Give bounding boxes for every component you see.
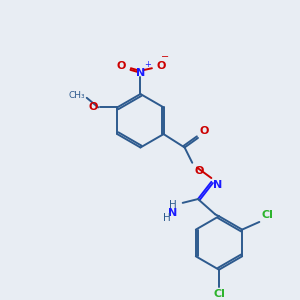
Text: O: O	[157, 61, 166, 71]
Text: N: N	[213, 180, 223, 190]
Text: O: O	[194, 166, 203, 176]
Text: −: −	[161, 52, 169, 62]
Text: H: H	[163, 213, 170, 223]
Text: Cl: Cl	[213, 289, 225, 299]
Text: N: N	[136, 68, 145, 78]
Text: O: O	[117, 61, 126, 71]
Text: N: N	[168, 208, 177, 218]
Text: +: +	[144, 60, 151, 69]
Text: CH₃: CH₃	[68, 92, 85, 100]
Text: H: H	[169, 200, 177, 210]
Text: O: O	[200, 126, 209, 136]
Text: O: O	[89, 102, 98, 112]
Text: Cl: Cl	[261, 210, 273, 220]
